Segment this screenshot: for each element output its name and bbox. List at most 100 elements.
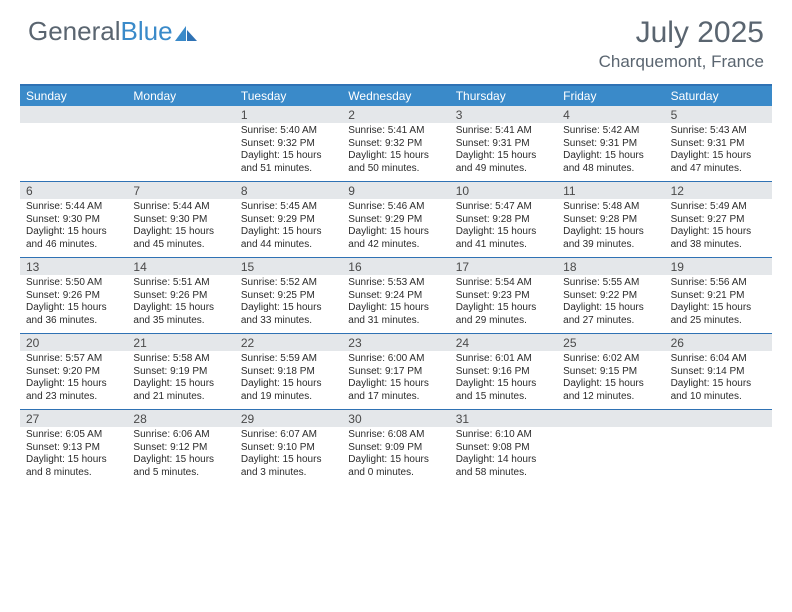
sunrise-text: Sunrise: 5:53 AM (348, 277, 443, 290)
sunrise-text: Sunrise: 5:40 AM (241, 125, 336, 138)
sunset-text: Sunset: 9:30 PM (133, 214, 228, 227)
weeks-container: ..12345Sunrise: 5:40 AMSunset: 9:32 PMDa… (20, 106, 772, 485)
sunset-text: Sunset: 9:20 PM (26, 366, 121, 379)
sunrise-text: Sunrise: 5:47 AM (456, 201, 551, 214)
sunset-text: Sunset: 9:18 PM (241, 366, 336, 379)
logo-word1: General (28, 16, 121, 46)
daylight-text: Daylight: 15 hours and 17 minutes. (348, 378, 443, 403)
day-cell (20, 123, 127, 181)
day-cell: Sunrise: 5:50 AMSunset: 9:26 PMDaylight:… (20, 275, 127, 333)
daylight-text: Daylight: 14 hours and 58 minutes. (456, 454, 551, 479)
day-cell: Sunrise: 6:07 AMSunset: 9:10 PMDaylight:… (235, 427, 342, 485)
sunrise-text: Sunrise: 5:45 AM (241, 201, 336, 214)
day-number: 12 (665, 182, 772, 199)
daylight-text: Daylight: 15 hours and 41 minutes. (456, 226, 551, 251)
day-number: 25 (557, 334, 664, 351)
day-number: 17 (450, 258, 557, 275)
sunset-text: Sunset: 9:23 PM (456, 290, 551, 303)
day-number: 2 (342, 106, 449, 123)
daybody-band: Sunrise: 5:44 AMSunset: 9:30 PMDaylight:… (20, 199, 772, 257)
calendar: SundayMondayTuesdayWednesdayThursdayFrid… (20, 84, 772, 485)
day-cell: Sunrise: 5:49 AMSunset: 9:27 PMDaylight:… (665, 199, 772, 257)
sunrise-text: Sunrise: 6:04 AM (671, 353, 766, 366)
daylight-text: Daylight: 15 hours and 50 minutes. (348, 150, 443, 175)
sunset-text: Sunset: 9:25 PM (241, 290, 336, 303)
daylight-text: Daylight: 15 hours and 19 minutes. (241, 378, 336, 403)
day-number: 15 (235, 258, 342, 275)
sunrise-text: Sunrise: 6:06 AM (133, 429, 228, 442)
sunrise-text: Sunrise: 5:44 AM (133, 201, 228, 214)
day-number: 20 (20, 334, 127, 351)
daylight-text: Daylight: 15 hours and 31 minutes. (348, 302, 443, 327)
day-number: 19 (665, 258, 772, 275)
sunset-text: Sunset: 9:26 PM (26, 290, 121, 303)
day-cell: Sunrise: 5:43 AMSunset: 9:31 PMDaylight:… (665, 123, 772, 181)
daylight-text: Daylight: 15 hours and 3 minutes. (241, 454, 336, 479)
day-number: 27 (20, 410, 127, 427)
sunset-text: Sunset: 9:24 PM (348, 290, 443, 303)
day-cell: Sunrise: 5:53 AMSunset: 9:24 PMDaylight:… (342, 275, 449, 333)
sunrise-text: Sunrise: 5:55 AM (563, 277, 658, 290)
sunrise-text: Sunrise: 6:10 AM (456, 429, 551, 442)
day-number: 13 (20, 258, 127, 275)
day-cell: Sunrise: 5:59 AMSunset: 9:18 PMDaylight:… (235, 351, 342, 409)
sunrise-text: Sunrise: 5:57 AM (26, 353, 121, 366)
sunset-text: Sunset: 9:19 PM (133, 366, 228, 379)
daynum-band: 13141516171819 (20, 258, 772, 275)
week-row: 6789101112Sunrise: 5:44 AMSunset: 9:30 P… (20, 182, 772, 258)
logo: GeneralBlue (28, 16, 197, 47)
day-number: 22 (235, 334, 342, 351)
day-number: 7 (127, 182, 234, 199)
sunset-text: Sunset: 9:15 PM (563, 366, 658, 379)
sunrise-text: Sunrise: 6:08 AM (348, 429, 443, 442)
sunset-text: Sunset: 9:31 PM (671, 138, 766, 151)
day-number: 3 (450, 106, 557, 123)
day-cell: Sunrise: 6:08 AMSunset: 9:09 PMDaylight:… (342, 427, 449, 485)
daylight-text: Daylight: 15 hours and 36 minutes. (26, 302, 121, 327)
daylight-text: Daylight: 15 hours and 23 minutes. (26, 378, 121, 403)
day-cell: Sunrise: 5:42 AMSunset: 9:31 PMDaylight:… (557, 123, 664, 181)
sunset-text: Sunset: 9:17 PM (348, 366, 443, 379)
sunrise-text: Sunrise: 5:43 AM (671, 125, 766, 138)
daylight-text: Daylight: 15 hours and 10 minutes. (671, 378, 766, 403)
sunrise-text: Sunrise: 5:44 AM (26, 201, 121, 214)
dow-monday: Monday (127, 86, 234, 106)
day-cell: Sunrise: 6:06 AMSunset: 9:12 PMDaylight:… (127, 427, 234, 485)
sunrise-text: Sunrise: 6:02 AM (563, 353, 658, 366)
sunrise-text: Sunrise: 6:01 AM (456, 353, 551, 366)
day-number: 8 (235, 182, 342, 199)
location: Charquemont, France (599, 52, 764, 72)
days-of-week-row: SundayMondayTuesdayWednesdayThursdayFrid… (20, 86, 772, 106)
day-cell: Sunrise: 5:45 AMSunset: 9:29 PMDaylight:… (235, 199, 342, 257)
day-number: 31 (450, 410, 557, 427)
sunset-text: Sunset: 9:14 PM (671, 366, 766, 379)
sunset-text: Sunset: 9:32 PM (348, 138, 443, 151)
daylight-text: Daylight: 15 hours and 5 minutes. (133, 454, 228, 479)
dow-sunday: Sunday (20, 86, 127, 106)
day-cell: Sunrise: 5:51 AMSunset: 9:26 PMDaylight:… (127, 275, 234, 333)
day-cell: Sunrise: 6:05 AMSunset: 9:13 PMDaylight:… (20, 427, 127, 485)
day-cell: Sunrise: 5:44 AMSunset: 9:30 PMDaylight:… (20, 199, 127, 257)
day-cell (665, 427, 772, 485)
day-number: 23 (342, 334, 449, 351)
day-cell: Sunrise: 6:04 AMSunset: 9:14 PMDaylight:… (665, 351, 772, 409)
day-number: 28 (127, 410, 234, 427)
week-row: ..12345Sunrise: 5:40 AMSunset: 9:32 PMDa… (20, 106, 772, 182)
daylight-text: Daylight: 15 hours and 0 minutes. (348, 454, 443, 479)
day-cell: Sunrise: 5:56 AMSunset: 9:21 PMDaylight:… (665, 275, 772, 333)
sunset-text: Sunset: 9:30 PM (26, 214, 121, 227)
title-block: July 2025 Charquemont, France (599, 16, 764, 72)
day-cell: Sunrise: 6:10 AMSunset: 9:08 PMDaylight:… (450, 427, 557, 485)
day-number: 14 (127, 258, 234, 275)
sunset-text: Sunset: 9:28 PM (456, 214, 551, 227)
day-cell (557, 427, 664, 485)
sunset-text: Sunset: 9:28 PM (563, 214, 658, 227)
sunrise-text: Sunrise: 5:41 AM (348, 125, 443, 138)
sunrise-text: Sunrise: 5:46 AM (348, 201, 443, 214)
sunrise-text: Sunrise: 5:52 AM (241, 277, 336, 290)
day-number: 30 (342, 410, 449, 427)
dow-thursday: Thursday (450, 86, 557, 106)
daylight-text: Daylight: 15 hours and 39 minutes. (563, 226, 658, 251)
day-cell: Sunrise: 5:40 AMSunset: 9:32 PMDaylight:… (235, 123, 342, 181)
sunset-text: Sunset: 9:31 PM (563, 138, 658, 151)
